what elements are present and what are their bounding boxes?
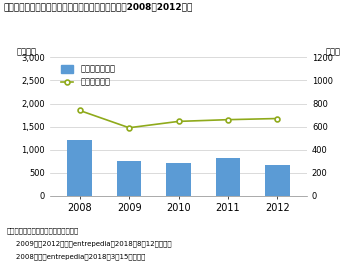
Text: （図表３）ベンチャー企業による資金調達の推移［2008～2012年］: （図表３）ベンチャー企業による資金調達の推移［2008～2012年］ (4, 3, 193, 11)
Bar (117, 161, 141, 196)
Text: （社）: （社） (326, 47, 341, 56)
Bar (166, 163, 191, 196)
Legend: 調達額（左軸）, 社数（右軸）: 調達額（左軸）, 社数（右軸） (59, 63, 117, 88)
Text: （資料）ジャパンベンチャーリサーチ: （資料）ジャパンベンチャーリサーチ (7, 227, 79, 234)
Bar (216, 158, 240, 196)
Bar (265, 165, 290, 196)
Text: 2008年は，entrepedia（2018年3月15日現在）: 2008年は，entrepedia（2018年3月15日現在） (7, 253, 146, 260)
Text: （億円）: （億円） (16, 47, 36, 56)
Text: 2009年～2012年は，entrepedia（2018年8月12日現在）: 2009年～2012年は，entrepedia（2018年8月12日現在） (7, 240, 172, 247)
Bar (67, 140, 92, 196)
